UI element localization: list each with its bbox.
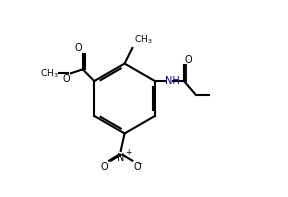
- Text: CH$_3$: CH$_3$: [40, 67, 58, 80]
- Text: O: O: [62, 74, 70, 84]
- Text: O: O: [101, 162, 108, 172]
- Text: NH: NH: [164, 76, 179, 86]
- Text: N: N: [117, 153, 124, 163]
- Text: O: O: [133, 162, 141, 172]
- Text: +: +: [126, 148, 132, 157]
- Text: CH$_3$: CH$_3$: [134, 33, 153, 46]
- Text: O: O: [74, 43, 82, 53]
- Text: –: –: [137, 159, 141, 168]
- Text: O: O: [185, 55, 193, 64]
